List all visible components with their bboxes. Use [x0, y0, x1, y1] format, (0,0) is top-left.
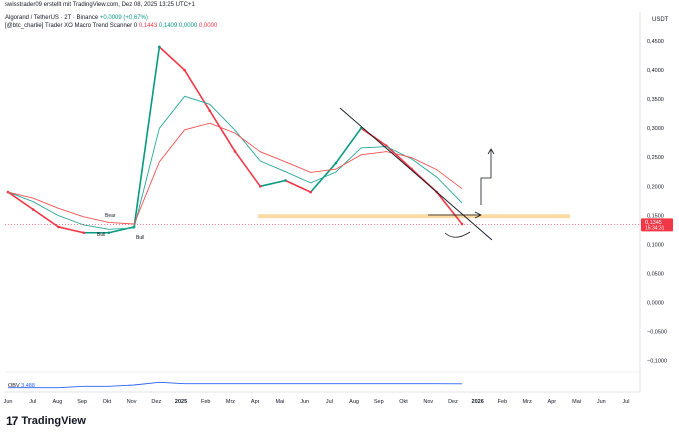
horizontal-arrow — [428, 211, 482, 219]
time-tick-label: Okt — [399, 399, 408, 405]
price-point — [183, 68, 186, 72]
price-segment — [234, 150, 261, 187]
price-tick-label: 0,0500 — [647, 271, 664, 277]
time-tick-label: Aug — [53, 399, 63, 405]
price-segment — [436, 191, 463, 225]
bull-annotation: Bull — [97, 232, 105, 238]
tradingview-logo[interactable]: 17 TradingView — [6, 414, 86, 428]
price-tick-label: 0,3000 — [647, 126, 664, 132]
time-tick-label: Aug — [349, 399, 359, 405]
time-tick-label: Mrz — [523, 399, 532, 405]
price-segment — [133, 46, 161, 228]
price-segment — [385, 145, 413, 170]
price-tick-label: 0,3500 — [647, 97, 664, 103]
price-tick-label: 0,4500 — [647, 39, 664, 45]
obv-value: 3,488 — [21, 383, 35, 389]
price-tick-label: −0,0500 — [647, 330, 667, 336]
price-segment — [158, 46, 186, 71]
price-point — [107, 231, 111, 235]
price-point — [284, 179, 287, 182]
price-point — [208, 109, 212, 113]
price-point — [158, 45, 161, 49]
time-tick-label: Jun — [597, 399, 606, 405]
time-tick-label: Apr — [548, 399, 557, 405]
price-tick-label: 0,1000 — [647, 242, 664, 248]
time-tick-label: Nov — [423, 399, 433, 405]
time-tick-label: Mrz — [226, 399, 235, 405]
bull-annotation: Bull — [136, 235, 144, 241]
price-segment — [7, 191, 34, 211]
time-tick-label: Feb — [498, 399, 507, 405]
price-tick-label: −0,1000 — [647, 359, 667, 365]
price-segment — [335, 127, 362, 164]
price-point — [334, 161, 338, 165]
time-tick-label: Apr — [251, 399, 260, 405]
time-tick-label: Jun — [4, 399, 13, 405]
price-tick-label: 0,0000 — [647, 300, 664, 306]
time-tick-label: Feb — [201, 399, 210, 405]
tradingview-mark-icon: 17 — [6, 414, 18, 428]
price-segment — [260, 179, 286, 188]
price-tick-label: 0,1500 — [647, 213, 664, 219]
time-tick-label: Jul — [29, 399, 36, 405]
time-tick-label: Mai — [275, 399, 284, 405]
ema-slow-line — [7, 122, 463, 225]
price-tick-label: 0,2500 — [647, 155, 664, 161]
price-point — [82, 231, 85, 235]
price-segment — [285, 179, 312, 193]
obv-name: OBV — [8, 383, 20, 389]
obv-line — [8, 381, 463, 389]
time-tick-label: 2026 — [472, 399, 484, 405]
time-tick-label: Dez — [151, 399, 161, 405]
price-point — [359, 126, 363, 130]
downtrend-line — [339, 107, 493, 241]
publisher-line: swisstrader09 erstellt mit TradingView.c… — [5, 2, 195, 8]
price-segment — [58, 226, 84, 234]
indicator-line: [@btc_charlie] Trader XO Macro Trend Sca… — [5, 23, 217, 29]
support-zone — [258, 214, 570, 219]
currency-label: USDT — [652, 17, 669, 23]
price-segment — [183, 69, 211, 112]
obv-label: OBV 3,488 — [8, 383, 35, 389]
price-tick-label: 0,2000 — [647, 184, 664, 190]
current-price-badge — [641, 218, 673, 232]
indicator-value-3: 0,0000 — [178, 23, 198, 29]
price-point — [258, 184, 262, 188]
time-tick-label: Sep — [77, 399, 87, 405]
price-countdown-text: 15:34:31 — [645, 225, 665, 231]
bear-annotation: Bear — [105, 213, 116, 219]
indicator-name[interactable]: [@btc_charlie] Trader XO Macro Trend Sca… — [5, 23, 133, 29]
symbol-title[interactable]: Algorand / TetherUS · 2T · Binance — [5, 15, 99, 21]
time-tick-label: 2025 — [175, 399, 187, 405]
price-point — [233, 150, 237, 153]
time-tick-label: Mai — [572, 399, 581, 405]
price-change: +0,0009 (+0,67%) — [99, 15, 148, 21]
ema-fast-line — [7, 95, 463, 230]
bottom-curve-sketch — [444, 231, 471, 238]
indicator-value-0: 0 — [133, 23, 138, 29]
time-tick-label: Jun — [300, 399, 309, 405]
time-tick-label: Dez — [448, 399, 458, 405]
time-tick-label: Jul — [326, 399, 333, 405]
price-point — [57, 225, 60, 229]
price-segment — [209, 110, 236, 152]
time-tick-label: Sep — [374, 399, 384, 405]
price-segment — [32, 208, 59, 228]
breakout-projection-arrow — [480, 148, 495, 205]
time-tick-label: Jul — [622, 399, 629, 405]
indicator-value-2: 0,1409 — [158, 23, 178, 29]
time-tick-label: Okt — [103, 399, 112, 405]
symbol-line: Algorand / TetherUS · 2T · Binance +0,00… — [5, 15, 148, 21]
tradingview-brand: TradingView — [21, 415, 86, 427]
price-tick-label: 0,4000 — [647, 68, 664, 74]
time-tick-label: Nov — [127, 399, 137, 405]
price-point — [31, 208, 35, 211]
current-price-text: 0,1345 — [645, 220, 662, 226]
indicator-value-4: 0,0000 — [198, 23, 218, 29]
price-point — [309, 190, 312, 194]
indicator-value-1: 0,1443 — [138, 23, 158, 29]
